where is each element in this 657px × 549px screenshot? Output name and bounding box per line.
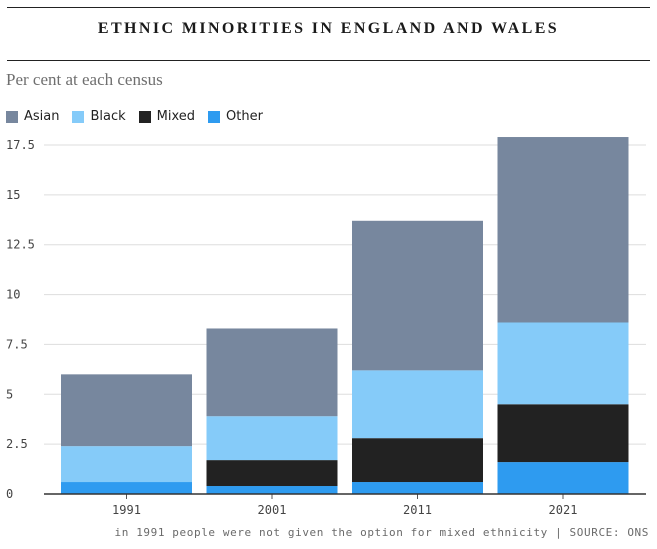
bar-black-2011: [352, 370, 483, 439]
y-tick-label: 7.5: [6, 337, 28, 351]
legend: Asian Black Mixed Other: [6, 109, 276, 124]
chart-subtitle: Per cent at each census: [6, 70, 163, 89]
bar-asian-2001: [206, 328, 338, 417]
legend-label-other: Other: [226, 109, 263, 124]
footnote: in 1991 people were not given the option…: [114, 526, 649, 539]
top-rule: [7, 7, 650, 8]
x-tick-label: 2021: [549, 503, 578, 517]
x-tick-label: 1991: [112, 503, 141, 517]
title-rule: [7, 60, 650, 61]
legend-swatch-other: [208, 110, 221, 123]
bar-asian-2021: [497, 137, 629, 323]
bar-asian-1991: [61, 374, 192, 447]
bar-black-2021: [497, 322, 629, 405]
legend-label-mixed: Mixed: [156, 109, 196, 124]
legend-label-asian: Asian: [24, 109, 60, 124]
legend-swatch-mixed: [138, 110, 151, 123]
x-tick-label: 2001: [258, 503, 287, 517]
legend-swatch-black: [72, 110, 85, 123]
bar-other-2011: [352, 482, 483, 494]
legend-item-black: Black: [72, 109, 126, 124]
legend-item-mixed: Mixed: [138, 109, 196, 124]
y-tick-label: 10: [6, 288, 20, 302]
y-tick-label: 15: [6, 188, 20, 202]
bar-black-2001: [206, 416, 338, 461]
y-tick-label: 5: [6, 387, 13, 401]
x-tick-label: 2011: [403, 503, 432, 517]
legend-item-other: Other: [208, 109, 263, 124]
legend-item-asian: Asian: [6, 109, 59, 124]
bar-mixed-2011: [352, 438, 483, 483]
bar-mixed-2021: [497, 404, 629, 463]
y-tick-label: 2.5: [6, 437, 28, 451]
bar-other-2021: [497, 462, 629, 494]
bar-mixed-2001: [206, 460, 338, 487]
legend-swatch-asian: [6, 110, 18, 123]
y-tick-label: 17.5: [6, 138, 35, 152]
bar-asian-2011: [352, 220, 483, 371]
y-tick-label: 0: [6, 487, 13, 501]
y-tick-label: 12.5: [6, 238, 35, 252]
bar-black-1991: [61, 446, 192, 483]
bar-other-2001: [206, 486, 338, 494]
chart-title: ETHNIC MINORITIES IN ENGLAND AND WALES: [97, 20, 560, 37]
bar-other-1991: [61, 482, 192, 494]
legend-label-black: Black: [90, 109, 126, 124]
